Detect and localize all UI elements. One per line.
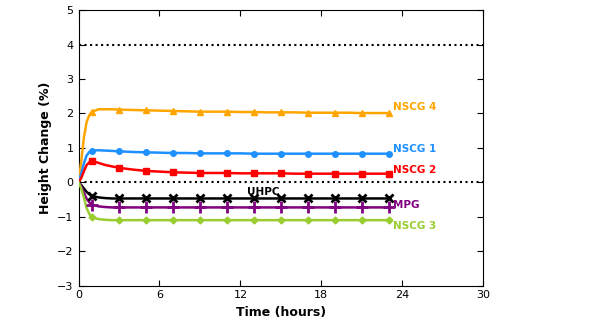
Text: MPG: MPG [393, 200, 419, 210]
Text: NSCG 1: NSCG 1 [393, 143, 436, 154]
Y-axis label: Height Change (%): Height Change (%) [39, 82, 51, 214]
Text: NSCG 3: NSCG 3 [393, 221, 436, 231]
Text: UHPC: UHPC [247, 187, 280, 197]
Text: NSCG 4: NSCG 4 [393, 102, 436, 112]
X-axis label: Time (hours): Time (hours) [236, 306, 326, 319]
Text: NSCG 2: NSCG 2 [393, 165, 436, 175]
